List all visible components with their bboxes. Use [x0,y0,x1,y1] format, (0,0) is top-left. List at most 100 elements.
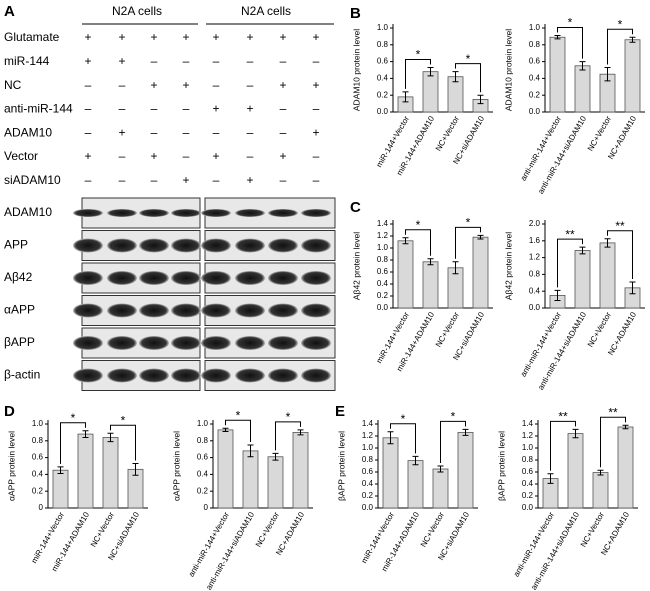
error-bar [412,455,419,466]
blot-band [73,336,103,350]
treatment-sign: + [246,173,253,187]
blot-band [139,209,169,217]
significance-bracket [225,419,251,442]
bar [599,242,616,309]
y-tick-label: 0.4 [32,470,44,479]
x-tick-label: NC+Vector [586,114,613,152]
significance-label: * [401,412,406,426]
treatment-sign: – [213,173,220,187]
y-tick-label: 1.2 [522,431,534,440]
bar [397,240,414,309]
bar [457,431,474,509]
bar [267,456,284,509]
bar [217,429,234,509]
bar [52,469,69,509]
blot-band [171,336,201,350]
error-bar [222,427,229,433]
significance-label: * [466,52,471,66]
bar [624,39,641,113]
error-bar [604,66,611,82]
x-tick-label: anti-miR-144+siADAM10 [529,510,581,591]
treatment-sign: + [182,173,189,187]
treatment-sign: + [150,78,157,92]
treatment-sign: – [151,54,158,68]
y-axis-label: ADAM10 protein level [351,29,361,111]
treatment-sign: + [118,125,125,139]
y-tick-label: 0.2 [529,90,541,99]
treatment-sign: + [312,30,319,44]
y-tick-label: 0.4 [377,279,389,288]
error-bar [547,473,554,484]
bar [574,250,591,309]
row-label: NC [4,78,22,92]
treatment-sign: + [312,78,319,92]
treatment-sign: + [212,149,219,163]
blot-band [301,209,331,217]
treatment-sign: + [118,54,125,68]
bar [617,426,634,509]
group-header: N2A cells [112,4,162,18]
treatment-sign: + [312,125,319,139]
y-tick-label: 0.8 [529,270,541,279]
error-bar [579,246,586,255]
significance-bracket [557,238,583,288]
bar [432,468,449,509]
blot-band [268,336,298,350]
significance-label: * [416,218,421,232]
error-bar [554,289,561,301]
error-bar [247,444,254,458]
bar [382,437,399,509]
blot-band [107,271,137,285]
error-bar [452,71,459,83]
error-bar [554,35,561,40]
y-axis-label: Aβ42 protein level [351,232,361,300]
blot-band [73,303,103,318]
blot-band [201,368,231,383]
treatment-sign: – [280,102,287,116]
significance-label: * [466,216,471,230]
x-tick-label: NC+Vector [579,510,606,548]
y-tick-label: 0 [39,503,44,512]
significance-label: ** [565,227,575,241]
blot-band [171,303,201,318]
y-axis-label: ADAM10 protein level [503,29,513,111]
y-tick-label: 0.4 [522,479,534,488]
treatment-sign: – [313,173,320,187]
treatment-sign: – [183,54,190,68]
blot-band [171,368,201,383]
error-bar [427,258,434,266]
y-tick-label: 0.0 [529,107,541,116]
x-tick-label: NC+Vector [434,114,461,152]
significance-bracket [557,27,583,59]
bar [472,236,489,309]
y-tick-label: 0.6 [362,467,374,476]
panel-letter: A [4,3,15,20]
blot-band [301,336,331,350]
bar [242,450,259,509]
blot-band [73,271,103,285]
error-bar [387,431,394,445]
y-tick-label: 0.8 [362,455,374,464]
blot-band [171,238,201,253]
y-tick-label: 0.6 [32,453,44,462]
y-tick-label: 0.8 [32,436,44,445]
treatment-sign: – [247,78,254,92]
significance-bracket [405,58,431,89]
blot-band [201,303,231,318]
bar [292,431,309,509]
y-axis-label: αAPP protein level [171,431,181,501]
treatment-sign: – [183,102,190,116]
blot-band [107,238,137,253]
y-tick-label: 0.6 [377,57,389,66]
error-bar [572,428,579,439]
error-bar [477,234,484,240]
blot-band [171,271,201,285]
blot-band [139,368,169,383]
blot-band [201,209,231,217]
blot-label: βAPP [4,335,35,349]
blot-band [268,303,298,318]
treatment-sign: – [85,173,92,187]
treatment-sign: + [246,102,253,116]
x-tick-label: anti-miR-144+siADAM10 [536,310,588,391]
